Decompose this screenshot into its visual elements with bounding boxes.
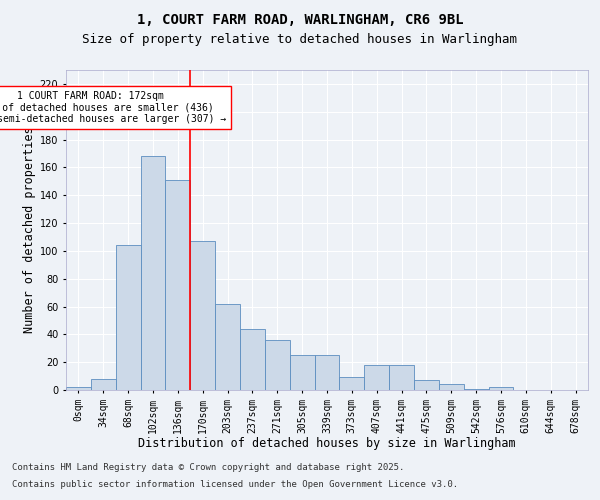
Bar — [190, 241, 215, 390]
Bar — [464, 388, 488, 390]
Bar — [91, 379, 116, 390]
Bar — [314, 355, 340, 390]
Text: Contains public sector information licensed under the Open Government Licence v3: Contains public sector information licen… — [12, 480, 458, 489]
Y-axis label: Number of detached properties: Number of detached properties — [23, 126, 35, 334]
Bar — [414, 380, 439, 390]
Bar — [488, 387, 514, 390]
Bar — [215, 304, 240, 390]
Bar — [140, 156, 166, 390]
Bar — [364, 365, 389, 390]
Bar — [66, 387, 91, 390]
Bar — [116, 246, 140, 390]
Text: Size of property relative to detached houses in Warlingham: Size of property relative to detached ho… — [83, 32, 517, 46]
Bar — [166, 180, 190, 390]
Text: Contains HM Land Registry data © Crown copyright and database right 2025.: Contains HM Land Registry data © Crown c… — [12, 464, 404, 472]
Bar — [265, 340, 290, 390]
X-axis label: Distribution of detached houses by size in Warlingham: Distribution of detached houses by size … — [138, 437, 516, 450]
Bar — [439, 384, 464, 390]
Bar — [290, 355, 314, 390]
Text: 1 COURT FARM ROAD: 172sqm
← 58% of detached houses are smaller (436)
41% of semi: 1 COURT FARM ROAD: 172sqm ← 58% of detac… — [0, 91, 226, 124]
Text: 1, COURT FARM ROAD, WARLINGHAM, CR6 9BL: 1, COURT FARM ROAD, WARLINGHAM, CR6 9BL — [137, 12, 463, 26]
Bar — [340, 378, 364, 390]
Bar — [240, 329, 265, 390]
Bar — [389, 365, 414, 390]
